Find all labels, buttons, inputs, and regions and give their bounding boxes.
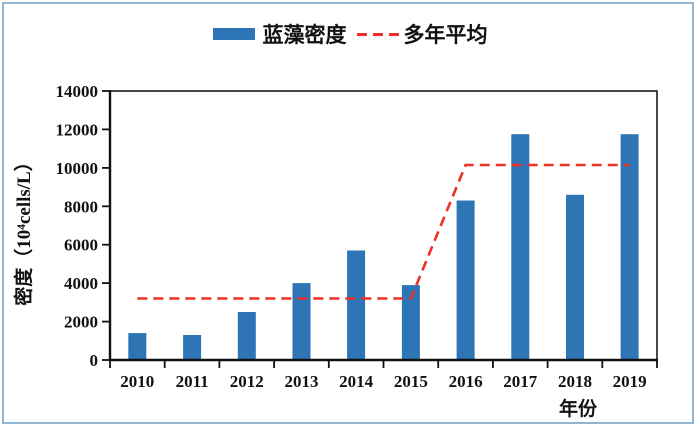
bars-group [128,134,639,360]
x-tick-label: 2015 [394,372,428,391]
y-tick-label: 2000 [64,313,98,332]
x-tick-label: 2010 [120,372,154,391]
bar-2014 [347,250,366,360]
chart-legend: 蓝藻密度 多年平均 [0,19,700,49]
x-tick-label: 2014 [339,372,374,391]
y-tick-label: 8000 [64,197,98,216]
y-axis-ticks: 0 2000 4000 6000 8000 10000 12000 14000 [56,82,110,370]
average-dashed-line [137,163,630,300]
x-tick-label: 2011 [176,372,209,391]
x-tick-label: 2012 [230,372,264,391]
legend-item-bar-series: 蓝藻密度 [212,19,347,49]
bar-2018 [566,194,584,360]
legend-label-bar-series: 蓝藻密度 [262,23,347,47]
x-tick-label: 2019 [613,372,647,391]
y-tick-label: 10000 [56,159,99,178]
x-tick-label: 2018 [558,372,592,391]
x-tick-label: 2017 [503,372,538,391]
bar-swatch-icon [212,28,255,40]
legend-label-line-series: 多年平均 [403,23,488,47]
y-tick-label: 12000 [56,120,99,139]
bar-2019 [620,134,639,360]
y-tick-label: 14000 [56,82,99,101]
bar-2010 [128,333,147,360]
bar-2013 [292,283,311,360]
legend-item-line-series: 多年平均 [347,19,488,49]
y-tick-label: 4000 [64,274,98,293]
dashed-line-icon [356,32,402,36]
bar-2011 [183,335,202,360]
x-tick-label: 2016 [449,372,483,391]
bar-2015 [401,285,420,360]
bar-2012 [237,312,256,360]
bar-2017 [511,134,530,360]
y-tick-label: 6000 [64,236,98,255]
x-axis-title: 年份 [559,397,598,420]
x-tick-label: 2013 [285,372,319,391]
y-tick-label: 0 [90,351,99,370]
average-line-group [137,163,630,300]
bar-2016 [456,200,475,360]
x-axis-ticks: 2010 2011 2012 2013 2014 2015 2016 2017 2018 2019 [109,360,658,391]
y-axis-title: 密度（10⁴cells/L） [12,152,35,305]
